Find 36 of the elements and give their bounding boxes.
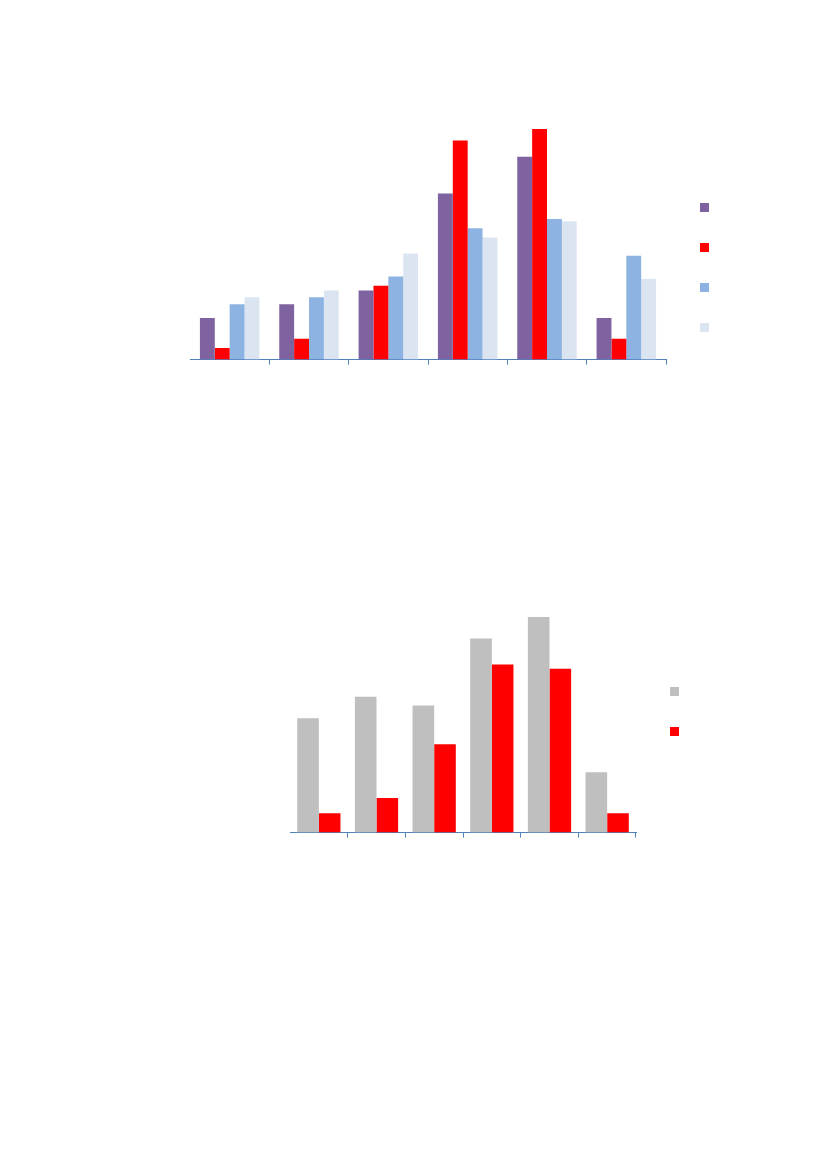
bar (403, 253, 419, 360)
bar (517, 156, 533, 360)
bar (596, 318, 612, 360)
bar (607, 813, 629, 833)
bar (452, 140, 468, 360)
bar (470, 638, 492, 833)
bar (214, 348, 230, 360)
bar (434, 744, 456, 833)
bar (294, 338, 309, 360)
bar (244, 297, 260, 360)
bar (373, 285, 389, 360)
bar (561, 221, 577, 360)
bar (527, 617, 550, 833)
bar (297, 718, 319, 833)
bar (611, 338, 627, 360)
bar (309, 297, 324, 360)
bar (358, 290, 374, 360)
bar (279, 304, 295, 360)
bar (547, 218, 562, 360)
bar (491, 664, 514, 833)
bar (229, 304, 245, 360)
bar (318, 813, 341, 833)
bar (354, 696, 377, 833)
bar (467, 228, 483, 360)
bar (626, 255, 642, 360)
bar (532, 129, 547, 360)
bar (323, 290, 339, 360)
bar (437, 193, 453, 360)
bar (199, 318, 215, 360)
bar (549, 668, 572, 833)
bar (641, 278, 657, 360)
bar (388, 276, 404, 360)
bar (482, 237, 498, 360)
bar (412, 705, 435, 833)
bar (585, 772, 608, 833)
bar (376, 798, 399, 833)
